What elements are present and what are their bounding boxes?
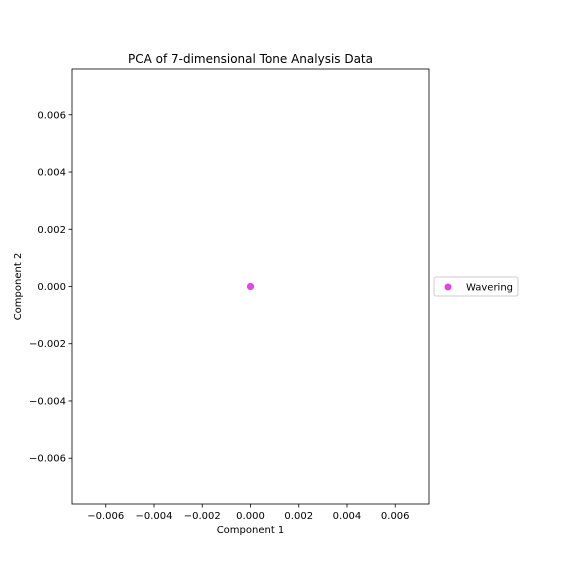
- x-axis-ticks: −0.006 −0.004 −0.002 0.000 0.002 0.004 0.006: [87, 504, 410, 522]
- y-tick-label: 0.006: [37, 110, 66, 121]
- legend-label-wavering: Wavering: [466, 283, 513, 294]
- chart-title: PCA of 7-dimensional Tone Analysis Data: [128, 52, 373, 66]
- x-tick-label: 0.006: [381, 511, 410, 522]
- y-tick-label: 0.002: [37, 225, 66, 236]
- legend-box: [433, 276, 519, 297]
- y-axis-label: Component 2: [13, 253, 24, 321]
- y-tick-label: 0.000: [37, 282, 66, 293]
- y-tick-label: −0.002: [29, 339, 66, 350]
- legend: Wavering: [433, 276, 519, 297]
- y-tick-label: 0.004: [37, 168, 66, 179]
- y-axis-ticks: −0.006 −0.004 −0.002 0.000 0.002 0.004 0.006: [29, 110, 72, 465]
- x-tick-label: 0.002: [284, 511, 313, 522]
- x-tick-label: 0.004: [333, 511, 362, 522]
- x-tick-label: −0.002: [184, 511, 221, 522]
- scatter-point: [247, 283, 254, 290]
- points-layer: [247, 283, 254, 290]
- y-tick-label: −0.006: [29, 454, 66, 465]
- x-tick-label: −0.004: [136, 511, 173, 522]
- x-tick-label: −0.006: [87, 511, 124, 522]
- x-axis-label: Component 1: [217, 525, 285, 536]
- x-tick-label: 0.000: [236, 511, 265, 522]
- y-tick-label: −0.004: [29, 396, 66, 407]
- legend-marker-wavering: [444, 283, 452, 291]
